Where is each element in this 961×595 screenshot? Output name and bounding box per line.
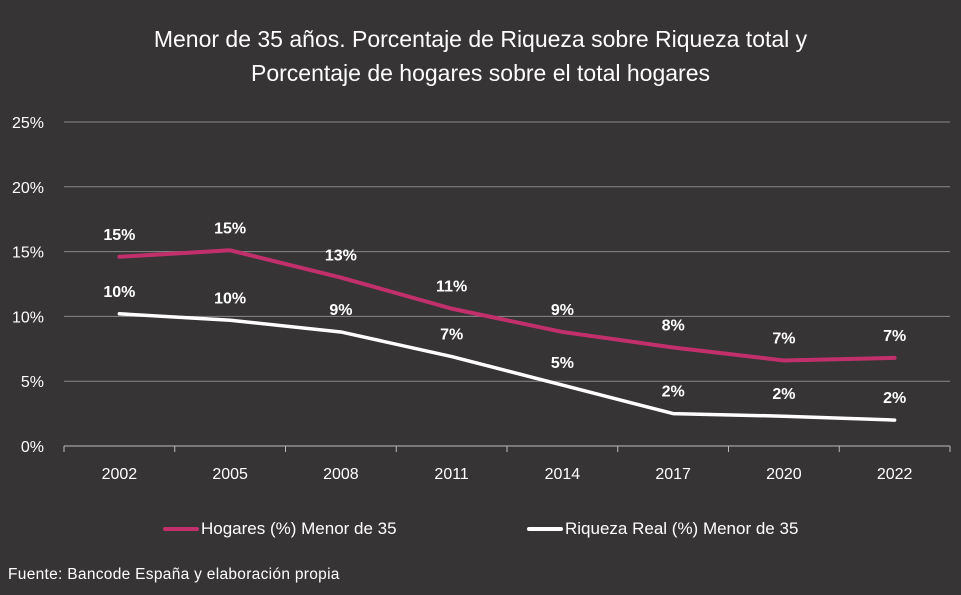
- data-label: 10%: [214, 290, 246, 307]
- legend-swatch-hogares: [163, 527, 199, 531]
- series-line-hogares: [117, 248, 897, 363]
- data-label: 13%: [325, 248, 357, 265]
- x-tick-label: 2020: [766, 466, 802, 483]
- legend-item-riqueza: Riqueza Real (%) Menor de 35: [527, 519, 798, 539]
- data-label: 7%: [883, 328, 906, 345]
- data-label: 2%: [662, 384, 685, 401]
- data-label: 7%: [772, 330, 795, 347]
- data-label: 9%: [551, 302, 574, 319]
- series-line-riqueza: [117, 312, 897, 422]
- x-tick-label: 2005: [212, 466, 248, 483]
- x-tick-label: 2011: [434, 466, 469, 483]
- data-label: 8%: [662, 318, 685, 335]
- legend-label-riqueza: Riqueza Real (%) Menor de 35: [565, 519, 799, 538]
- y-tick-label: 10%: [12, 309, 44, 326]
- legend-label-hogares: Hogares (%) Menor de 35: [201, 519, 397, 538]
- data-label: 2%: [772, 386, 795, 403]
- data-label: 7%: [440, 327, 463, 344]
- y-tick-label: 20%: [12, 180, 44, 197]
- data-label: 15%: [214, 220, 246, 237]
- x-tick-label: 2014: [545, 466, 581, 483]
- y-tick-label: 15%: [12, 245, 44, 262]
- chart-title-line-2: Porcentaje de hogares sobre el total hog…: [250, 60, 711, 86]
- legend-item-hogares: Hogares (%) Menor de 35: [163, 519, 397, 539]
- data-label: 9%: [329, 302, 352, 319]
- data-label: 2%: [883, 390, 906, 407]
- data-label: 5%: [551, 355, 574, 372]
- legend-swatch-riqueza: [527, 527, 563, 531]
- x-tick-label: 2008: [323, 466, 359, 483]
- x-tick-label: 2017: [655, 466, 691, 483]
- chart-title-line-1: Menor de 35 años. Porcentaje de Riqueza …: [153, 26, 808, 52]
- y-tick-label: 0%: [21, 439, 44, 456]
- chart-title: Menor de 35 años. Porcentaje de Riqueza …: [0, 22, 961, 90]
- x-tick-label: 2022: [877, 466, 913, 483]
- data-label: 15%: [103, 227, 135, 244]
- x-tick-label: 2002: [102, 466, 138, 483]
- data-label: 10%: [103, 284, 135, 301]
- data-label: 11%: [436, 279, 467, 296]
- y-tick-label: 25%: [12, 115, 44, 132]
- y-tick-label: 5%: [21, 374, 44, 391]
- source-note: Fuente: Bancode España y elaboración pro…: [8, 566, 340, 583]
